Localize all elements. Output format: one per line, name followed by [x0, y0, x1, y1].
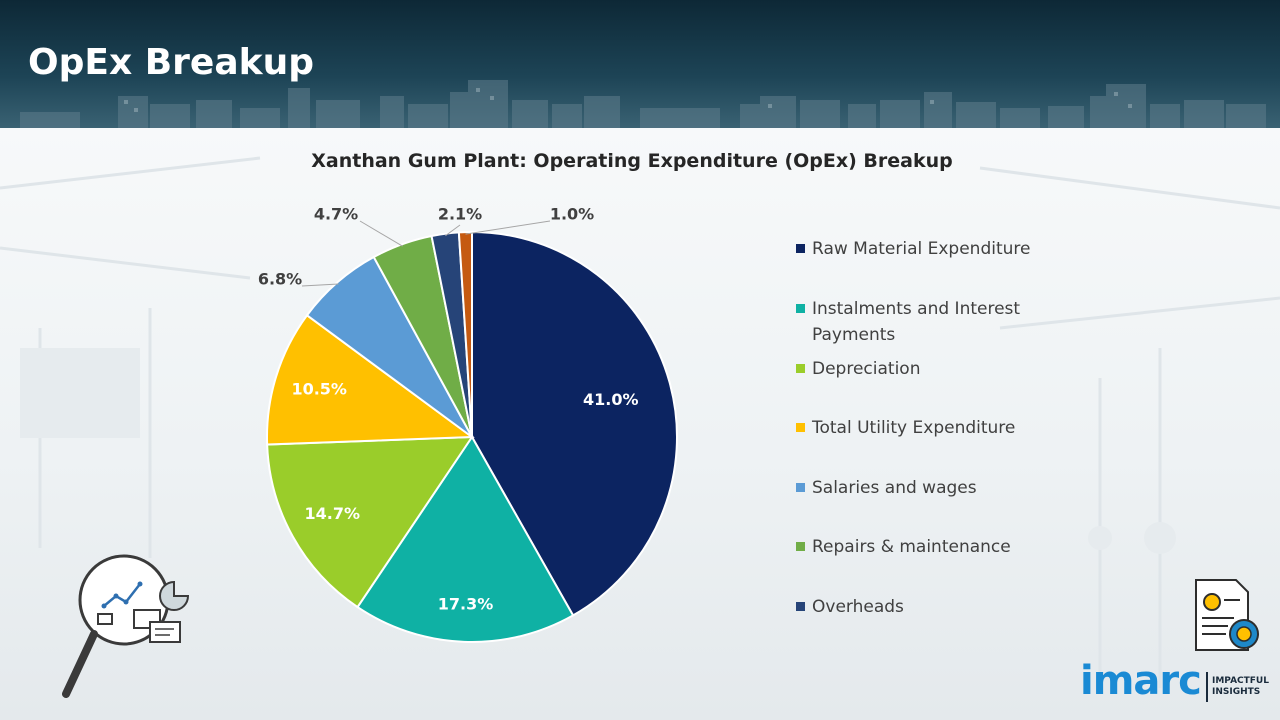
header-banner: OpEx Breakup — [0, 0, 1280, 128]
data-label-1: 41.0% — [583, 390, 639, 409]
legend-item-2: Instalments and Interest Payments — [796, 296, 1086, 348]
legend-label-7: Overheads — [812, 597, 904, 617]
pie-slice-3 — [266, 435, 474, 609]
logo-wordmark: imarc — [1080, 658, 1202, 704]
page-title: OpEx Breakup — [28, 42, 314, 83]
legend-swatch-1 — [796, 244, 805, 253]
logo-divider — [1206, 672, 1208, 702]
data-label-7: 2.1% — [438, 205, 482, 224]
legend-item-7: Overheads — [796, 594, 1086, 620]
leader-line-7 — [445, 224, 461, 237]
city-skyline-decoration — [20, 80, 1266, 128]
logo-tagline-line-1: IMPACTFUL — [1212, 676, 1269, 686]
legend-label-6: Repairs & maintenance — [812, 537, 1011, 557]
legend-swatch-5 — [796, 483, 805, 492]
analytics-magnifier-icon — [62, 554, 190, 698]
legend-swatch-7 — [796, 602, 805, 611]
legend-item-3: Depreciation — [796, 356, 1086, 382]
data-label-5: 6.8% — [258, 270, 302, 289]
legend-item-5: Salaries and wages — [796, 475, 1086, 501]
legend-swatch-3 — [796, 364, 805, 373]
leader-line-8 — [465, 220, 551, 235]
legend-label-5: Salaries and wages — [812, 478, 977, 498]
finance-document-icon — [1195, 579, 1259, 651]
legend-label-4: Total Utility Expenditure — [812, 418, 1016, 438]
legend-item-4: Total Utility Expenditure — [796, 415, 1086, 441]
imarc-logo: imarc IMPACTFUL INSIGHTS — [1080, 658, 1269, 706]
data-label-8: 1.0% — [550, 205, 594, 224]
legend-label-2: Instalments and Interest Payments — [812, 299, 1021, 345]
data-label-2: 17.3% — [438, 594, 494, 613]
data-label-6: 4.7% — [314, 205, 358, 224]
logo-tagline: IMPACTFUL INSIGHTS — [1212, 676, 1269, 698]
leader-line-6 — [359, 220, 403, 247]
data-label-4: 10.5% — [291, 379, 347, 398]
leader-line-5 — [301, 283, 339, 287]
pie-slice-1 — [471, 230, 678, 617]
chart-title: Xanthan Gum Plant: Operating Expenditure… — [311, 150, 953, 172]
background-factory-decoration — [0, 156, 1280, 688]
legend-swatch-4 — [796, 423, 805, 432]
data-label-3: 14.7% — [305, 504, 361, 523]
legend-item-1: Raw Material Expenditure — [796, 236, 1086, 262]
legend-label-1: Raw Material Expenditure — [812, 239, 1031, 259]
legend-swatch-2 — [796, 304, 805, 313]
logo-tagline-line-2: INSIGHTS — [1212, 687, 1261, 697]
pie-slice-8 — [457, 230, 473, 438]
pie-slice-4 — [266, 313, 475, 446]
legend-item-6: Repairs & maintenance — [796, 534, 1086, 560]
legend-label-3: Depreciation — [812, 359, 921, 379]
pie-slice-2 — [356, 435, 575, 643]
legend-swatch-6 — [796, 542, 805, 551]
